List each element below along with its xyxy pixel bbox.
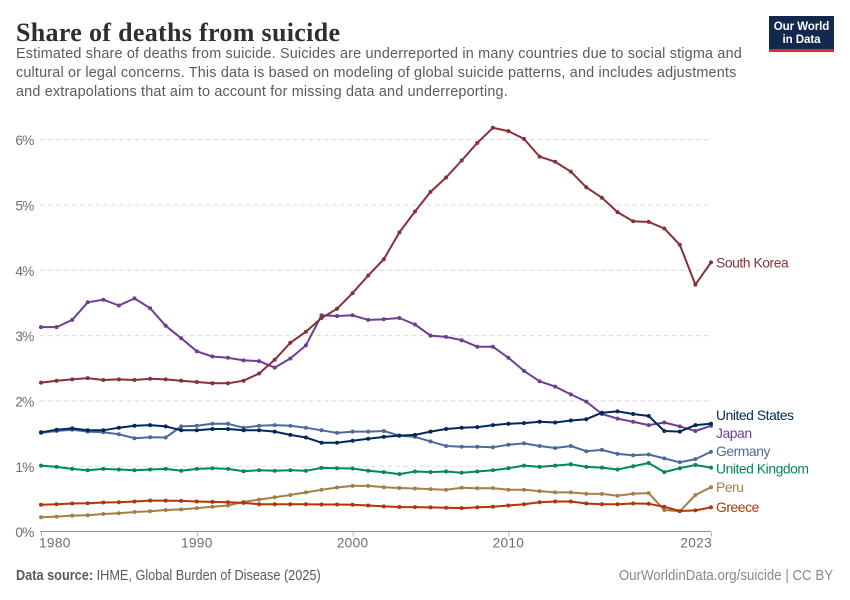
svg-text:South Korea: South Korea bbox=[716, 255, 789, 271]
svg-text:Greece: Greece bbox=[716, 499, 760, 515]
svg-text:6%: 6% bbox=[15, 133, 34, 148]
svg-text:0%: 0% bbox=[15, 525, 34, 540]
svg-text:United States: United States bbox=[716, 407, 794, 423]
svg-text:Peru: Peru bbox=[716, 479, 744, 495]
svg-text:2000: 2000 bbox=[337, 536, 369, 551]
svg-text:2010: 2010 bbox=[493, 536, 525, 551]
svg-text:1990: 1990 bbox=[181, 536, 213, 551]
svg-text:Germany: Germany bbox=[716, 443, 770, 459]
svg-text:United Kingdom: United Kingdom bbox=[716, 460, 809, 476]
svg-text:5%: 5% bbox=[15, 199, 34, 214]
svg-text:Japan: Japan bbox=[716, 425, 752, 441]
svg-text:4%: 4% bbox=[15, 264, 34, 279]
svg-text:2023: 2023 bbox=[680, 536, 712, 551]
svg-text:3%: 3% bbox=[15, 329, 34, 344]
svg-text:1980: 1980 bbox=[39, 536, 71, 551]
svg-text:1%: 1% bbox=[15, 460, 34, 475]
svg-text:2%: 2% bbox=[15, 395, 34, 410]
